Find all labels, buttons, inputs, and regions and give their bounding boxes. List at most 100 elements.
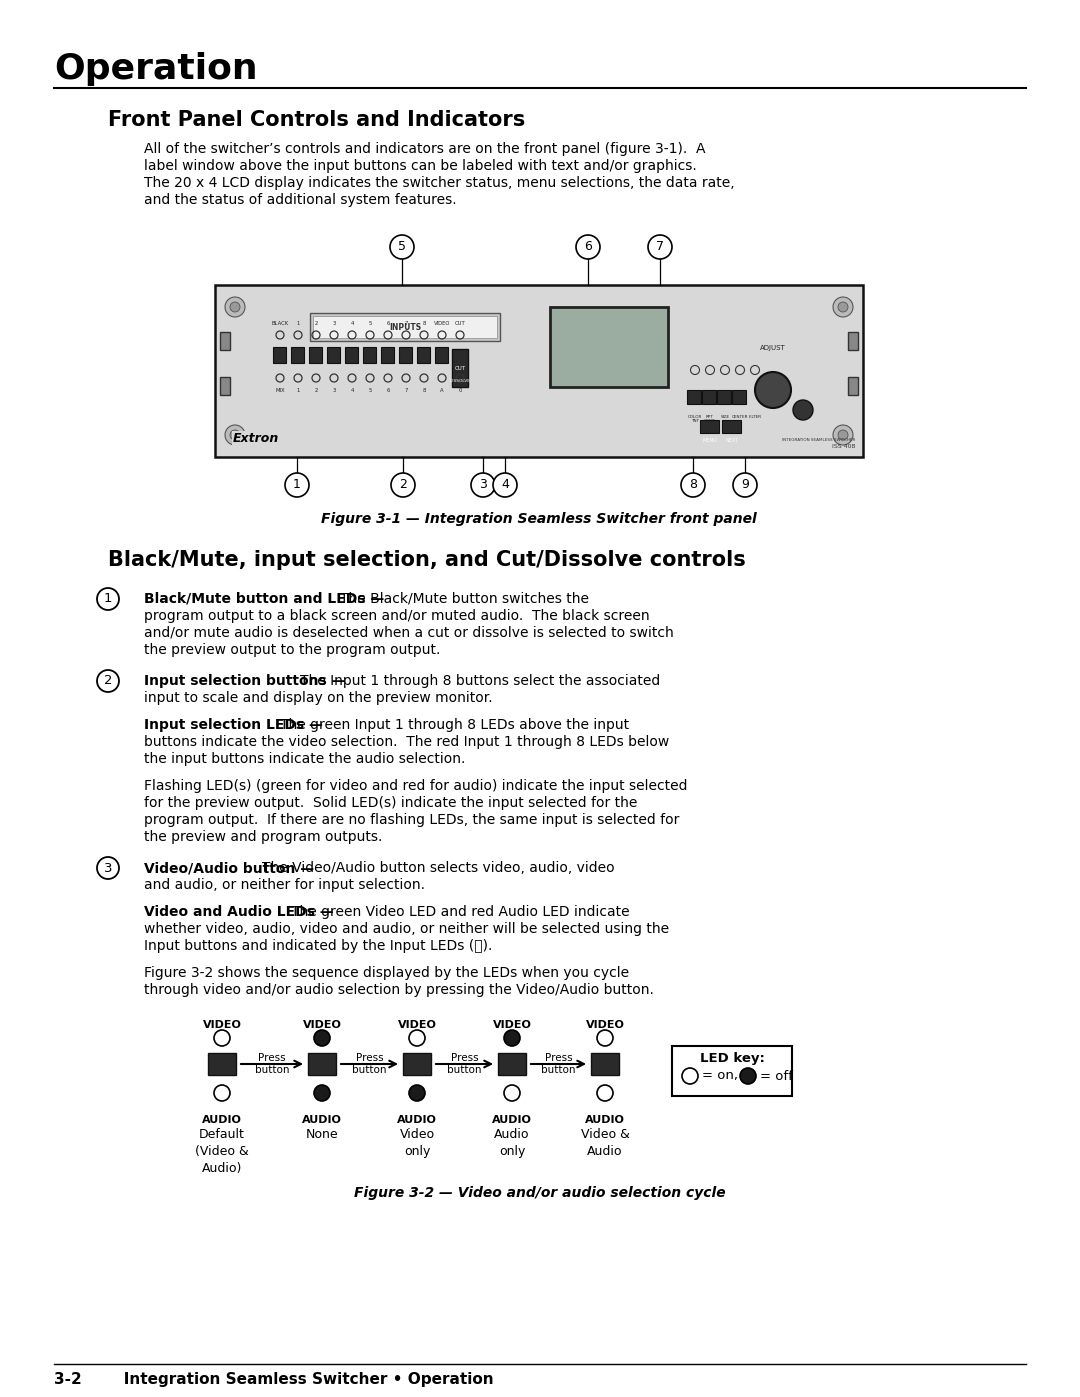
- Bar: [453, 349, 468, 387]
- Text: MENU: MENU: [703, 439, 717, 443]
- Text: AUDIO: AUDIO: [202, 1115, 242, 1125]
- Bar: [309, 346, 322, 363]
- Text: 8: 8: [422, 388, 426, 393]
- Text: 1: 1: [296, 388, 299, 393]
- Text: 0: 0: [458, 388, 461, 393]
- Text: and the status of additional system features.: and the status of additional system feat…: [144, 193, 457, 207]
- Text: Front Panel Controls and Indicators: Front Panel Controls and Indicators: [108, 110, 525, 130]
- Circle shape: [838, 302, 848, 312]
- Circle shape: [492, 474, 517, 497]
- Text: 3: 3: [480, 479, 487, 492]
- Circle shape: [576, 235, 600, 258]
- Text: the preview output to the program output.: the preview output to the program output…: [144, 643, 441, 657]
- Text: A: A: [441, 388, 444, 393]
- Text: VIDEO: VIDEO: [434, 321, 450, 326]
- Text: Extron: Extron: [233, 432, 280, 446]
- Text: Figure 3-2 — Video and/or audio selection cycle: Figure 3-2 — Video and/or audio selectio…: [354, 1186, 726, 1200]
- Text: 6: 6: [584, 240, 592, 253]
- Bar: [550, 307, 669, 387]
- Text: = off: = off: [760, 1070, 793, 1083]
- Text: Black/Mute, input selection, and Cut/Dissolve controls: Black/Mute, input selection, and Cut/Dis…: [108, 550, 746, 570]
- Text: Press
button: Press button: [352, 1053, 387, 1076]
- Circle shape: [833, 298, 853, 317]
- Text: 4: 4: [350, 321, 353, 326]
- Text: 7: 7: [404, 388, 407, 393]
- Bar: [327, 346, 340, 363]
- Text: LED key:: LED key:: [700, 1052, 765, 1065]
- Text: The Black/Mute button switches the: The Black/Mute button switches the: [340, 592, 589, 606]
- Text: The Input 1 through 8 buttons select the associated: The Input 1 through 8 buttons select the…: [300, 673, 660, 687]
- Text: 5: 5: [399, 240, 406, 253]
- Bar: [381, 346, 394, 363]
- Bar: [291, 346, 303, 363]
- Text: label window above the input buttons can be labeled with text and/or graphics.: label window above the input buttons can…: [144, 159, 697, 173]
- Bar: [220, 332, 230, 351]
- Bar: [403, 1053, 431, 1076]
- Text: for the preview output.  Solid LED(s) indicate the input selected for the: for the preview output. Solid LED(s) ind…: [144, 796, 637, 810]
- Circle shape: [97, 588, 119, 610]
- Bar: [700, 420, 719, 433]
- Bar: [208, 1053, 237, 1076]
- Circle shape: [390, 235, 414, 258]
- Text: buttons indicate the video selection.  The red Input 1 through 8 LEDs below: buttons indicate the video selection. Th…: [144, 735, 670, 749]
- Bar: [498, 1053, 526, 1076]
- Text: 7: 7: [656, 240, 664, 253]
- Text: 3-2        Integration Seamless Switcher • Operation: 3-2 Integration Seamless Switcher • Oper…: [54, 1372, 494, 1387]
- Text: 2: 2: [400, 479, 407, 492]
- Circle shape: [504, 1085, 519, 1101]
- Circle shape: [314, 1030, 330, 1046]
- Bar: [215, 285, 863, 457]
- Text: VIDEO: VIDEO: [397, 1020, 436, 1030]
- Text: Press
button: Press button: [447, 1053, 482, 1076]
- Text: 3: 3: [333, 388, 336, 393]
- Text: 2: 2: [314, 388, 318, 393]
- Circle shape: [97, 671, 119, 692]
- Circle shape: [230, 430, 240, 440]
- Text: 6: 6: [387, 388, 390, 393]
- Text: program output to a black screen and/or muted audio.  The black screen: program output to a black screen and/or …: [144, 609, 650, 623]
- Circle shape: [471, 474, 495, 497]
- Text: Input selection buttons —: Input selection buttons —: [144, 673, 350, 687]
- Text: 8: 8: [422, 321, 426, 326]
- Text: Video &
Audio: Video & Audio: [581, 1127, 630, 1158]
- Text: 5: 5: [368, 388, 372, 393]
- Text: Flashing LED(s) (green for video and red for audio) indicate the input selected: Flashing LED(s) (green for video and red…: [144, 780, 688, 793]
- Text: BLACK: BLACK: [271, 321, 288, 326]
- Bar: [363, 346, 376, 363]
- Text: DISSOLVE: DISSOLVE: [449, 379, 471, 383]
- Text: FILTER: FILTER: [748, 415, 761, 419]
- Text: Video and Audio LEDs —: Video and Audio LEDs —: [144, 905, 338, 919]
- Circle shape: [833, 425, 853, 446]
- Text: VIDEO: VIDEO: [203, 1020, 242, 1030]
- Text: Operation: Operation: [54, 52, 258, 87]
- Text: ISS 408: ISS 408: [832, 444, 855, 448]
- Bar: [717, 390, 731, 404]
- Text: 4: 4: [350, 388, 353, 393]
- Bar: [399, 346, 411, 363]
- Circle shape: [648, 235, 672, 258]
- Text: program output.  If there are no flashing LEDs, the same input is selected for: program output. If there are no flashing…: [144, 813, 679, 827]
- Circle shape: [681, 474, 705, 497]
- Text: 3: 3: [333, 321, 336, 326]
- Text: Video/Audio button —: Video/Audio button —: [144, 861, 319, 875]
- Text: AUDIO: AUDIO: [302, 1115, 342, 1125]
- Circle shape: [733, 474, 757, 497]
- Text: SIZE: SIZE: [720, 415, 730, 419]
- Text: Input selection LEDs —: Input selection LEDs —: [144, 718, 327, 732]
- Circle shape: [391, 474, 415, 497]
- Text: the input buttons indicate the audio selection.: the input buttons indicate the audio sel…: [144, 752, 465, 766]
- Bar: [848, 377, 858, 395]
- Text: and audio, or neither for input selection.: and audio, or neither for input selectio…: [144, 877, 426, 893]
- Bar: [273, 346, 286, 363]
- Bar: [591, 1053, 619, 1076]
- Text: The green Video LED and red Audio LED indicate: The green Video LED and red Audio LED in…: [291, 905, 630, 919]
- Bar: [732, 390, 746, 404]
- Text: Press
button: Press button: [541, 1053, 576, 1076]
- Text: Default
(Video &
Audio): Default (Video & Audio): [195, 1127, 248, 1175]
- Circle shape: [225, 298, 245, 317]
- Text: 2: 2: [314, 321, 318, 326]
- Circle shape: [214, 1085, 230, 1101]
- Text: AUDIO: AUDIO: [397, 1115, 437, 1125]
- Circle shape: [230, 302, 240, 312]
- Circle shape: [793, 400, 813, 420]
